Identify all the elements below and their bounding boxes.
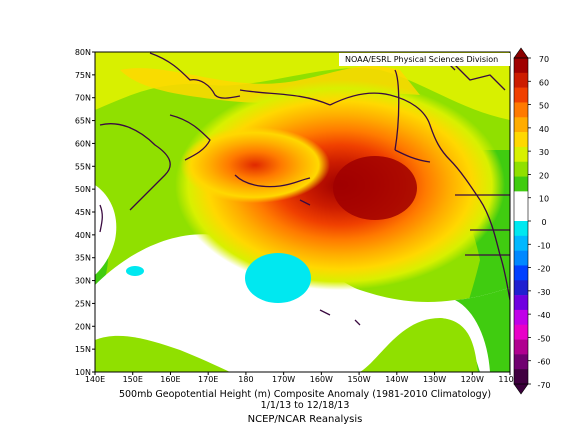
colorbar-label: -20 <box>537 265 550 274</box>
colorbar-segment <box>514 309 528 326</box>
colorbar-label: -40 <box>537 311 550 320</box>
colorbar-segment <box>514 58 528 74</box>
colorbar-segment <box>514 72 528 88</box>
lat-tick-label: 75N <box>75 71 91 80</box>
latitude-axis: 80N 75N 70N 65N 60N 55N 50N 45N 40N 35N 30N 25N 20N 1… <box>75 48 95 377</box>
colorbar-segment <box>514 324 528 340</box>
lon-tick-label: 180 <box>238 375 253 384</box>
colorbar-segment <box>514 354 528 370</box>
colorbar-segment <box>514 265 528 281</box>
caption-title: 500mb Geopotential Height (m) Composite … <box>118 389 492 400</box>
lon-tick-label: 140E <box>85 375 105 384</box>
colorbar-label: -70 <box>537 381 550 390</box>
lat-tick-label: 10N <box>75 368 91 377</box>
colorbar-segment <box>514 369 528 385</box>
colorbar-label: -30 <box>537 288 550 297</box>
lat-tick-label: 60N <box>75 139 91 148</box>
colorbar-label: 40 <box>539 125 549 134</box>
credit-text: NOAA/ESRL Physical Sciences Division <box>345 55 498 64</box>
credit-box <box>339 53 510 66</box>
colorbar-label: 60 <box>539 78 549 87</box>
colorbar-segment <box>514 250 528 266</box>
colorbar-segment <box>514 280 528 296</box>
colorbar-segment <box>514 191 528 207</box>
colorbar-label: 20 <box>539 171 549 180</box>
lat-tick-label: 15N <box>75 345 91 354</box>
lon-tick-label: 150W <box>347 375 370 384</box>
colorbar-label: -60 <box>537 358 550 367</box>
lon-tick-label: 110W <box>498 375 521 384</box>
caption-date-range: 1/1/13 to 12/18/13 <box>260 400 350 411</box>
lat-tick-label: 45N <box>75 208 91 217</box>
colorbar-label: 30 <box>539 148 549 157</box>
colorbar-top-arrow <box>513 47 529 59</box>
colorbar-bottom-arrow <box>513 383 529 395</box>
colorbar-segment <box>514 87 528 103</box>
lat-tick-label: 50N <box>75 185 91 194</box>
colorbar-label: 10 <box>539 195 549 204</box>
lat-tick-label: 40N <box>75 231 91 240</box>
lat-tick-label: 25N <box>75 299 91 308</box>
lat-tick-label: 35N <box>75 254 91 263</box>
colorbar-segment <box>514 206 528 222</box>
lon-tick-label: 160E <box>160 375 180 384</box>
colorbar-segment <box>514 339 528 355</box>
lon-tick-label: 140W <box>385 375 408 384</box>
colorbar: 70 60 50 40 30 20 10 0 -10 -20 -30 -40 -50 -60 -70 <box>513 47 551 395</box>
colorbar-segment <box>514 221 528 237</box>
lon-tick-label: 130W <box>423 375 446 384</box>
lon-tick-label: 170W <box>272 375 295 384</box>
colorbar-segment <box>514 235 528 251</box>
coastlines <box>99 52 510 326</box>
lon-tick-label: 160W <box>310 375 333 384</box>
lon-tick-label: 150E <box>123 375 143 384</box>
colorbar-segment <box>514 146 528 163</box>
colorbar-segment <box>514 117 528 133</box>
anomaly-field <box>95 52 510 372</box>
colorbar-label: -10 <box>537 241 550 250</box>
longitude-axis: 140E 150E 160E 170E 180 170W 160W 150W 140W 130W 1… <box>85 372 522 384</box>
lat-tick-label: 70N <box>75 94 91 103</box>
colorbar-label: 0 <box>541 218 546 227</box>
colorbar-segment <box>514 161 528 177</box>
colorbar-label: 70 <box>539 55 549 64</box>
colorbar-segment <box>514 102 528 118</box>
caption-source: NCEP/NCAR Reanalysis <box>247 414 363 425</box>
colorbar-segment <box>514 295 528 311</box>
lat-tick-label: 80N <box>75 48 91 57</box>
lon-tick-label: 120W <box>461 375 484 384</box>
lat-tick-label: 55N <box>75 162 91 171</box>
colorbar-label: -50 <box>537 334 550 343</box>
colorbar-segment <box>514 132 528 148</box>
colorbar-segment <box>514 176 528 192</box>
lat-tick-label: 30N <box>75 277 91 286</box>
lat-tick-label: 65N <box>75 117 91 126</box>
colorbar-label: 50 <box>539 102 549 111</box>
lon-tick-label: 170E <box>198 375 218 384</box>
lat-tick-label: 20N <box>75 322 91 331</box>
